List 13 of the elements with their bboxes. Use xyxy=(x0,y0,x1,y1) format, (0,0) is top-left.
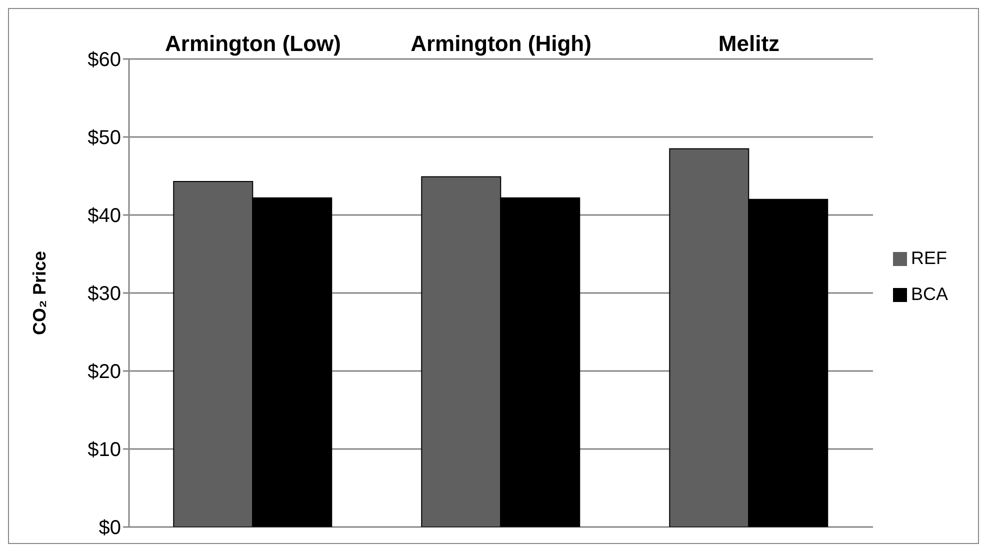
legend-label: REF xyxy=(910,248,947,268)
legend-label: BCA xyxy=(910,284,948,304)
y-tick-label: $30 xyxy=(88,283,121,306)
y-tick-label: $0 xyxy=(98,517,121,540)
y-tick-label: $20 xyxy=(88,361,121,384)
y-tick-label: $60 xyxy=(88,49,121,72)
y-tick-label: $40 xyxy=(88,205,121,228)
y-tick-label: $50 xyxy=(88,127,121,150)
x-tick-label: Melitz xyxy=(718,31,780,56)
y-axis-title: CO₂ Price xyxy=(29,250,50,336)
y-tick-label: $10 xyxy=(88,439,121,462)
x-tick-label: Armington (Low) xyxy=(165,31,341,56)
x-tick-label: Armington (High) xyxy=(410,31,592,56)
